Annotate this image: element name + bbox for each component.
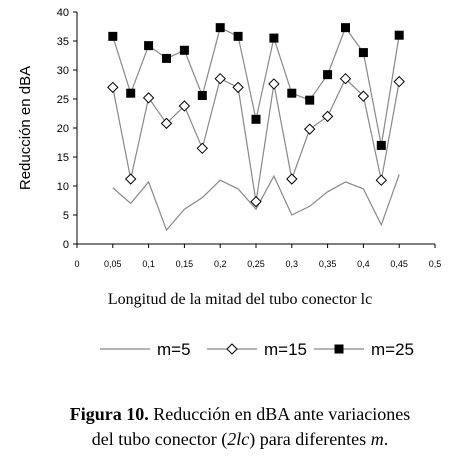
point <box>287 88 297 98</box>
point <box>142 92 155 104</box>
point <box>323 70 333 80</box>
x-tick-label: 0,1 <box>142 259 155 269</box>
x-tick-label: 0 <box>74 259 79 269</box>
y-tick-label: 25 <box>57 94 69 106</box>
x-tick-label: 0,2 <box>214 259 227 269</box>
y-axis-label: Reducción en dBA <box>17 66 34 190</box>
y-tick-label: 30 <box>57 65 69 77</box>
point <box>107 81 119 94</box>
caption-text: m <box>371 429 384 449</box>
point <box>376 140 386 150</box>
caption-text: del tubo conector ( <box>92 429 227 450</box>
point <box>394 30 404 40</box>
point <box>160 117 173 130</box>
legend-marker <box>334 344 344 354</box>
point <box>321 110 334 123</box>
caption-label: Figura 10. <box>70 404 149 424</box>
point <box>179 45 189 55</box>
legend-label: m=5 <box>157 340 191 359</box>
point <box>375 174 388 186</box>
point <box>196 142 209 155</box>
point <box>233 31 243 41</box>
y-tick-label: 20 <box>57 123 69 135</box>
y-tick-label: 40 <box>57 7 69 19</box>
x-tick-label: 0,15 <box>176 259 194 269</box>
x-tick-label: 0,5 <box>429 259 442 269</box>
caption: Figura 10. Reducción en dBA ante variaci… <box>70 404 410 424</box>
legend-label: m=25 <box>371 340 414 359</box>
series-line <box>112 174 400 232</box>
point <box>269 33 279 43</box>
x-axis-label: Longitud de la mitad del tubo conector l… <box>108 291 372 308</box>
series-line <box>112 26 400 146</box>
series-line <box>112 77 400 202</box>
point <box>124 173 137 185</box>
y-tick-label: 0 <box>63 239 69 251</box>
point <box>393 75 405 88</box>
point <box>197 91 207 101</box>
point <box>108 31 118 41</box>
legend-label: m=15 <box>264 340 307 359</box>
point <box>303 123 316 135</box>
point <box>215 23 225 33</box>
x-tick-label: 0,25 <box>247 259 265 269</box>
x-tick-label: 0,45 <box>390 259 408 269</box>
caption-text: ) para diferentes <box>249 429 370 450</box>
point <box>162 53 171 63</box>
point <box>250 195 262 208</box>
point <box>341 23 350 33</box>
point <box>305 95 315 105</box>
point <box>214 72 226 85</box>
point <box>268 78 280 90</box>
y-tick-label: 35 <box>57 36 69 48</box>
point <box>251 114 261 124</box>
x-tick-label: 0,35 <box>319 259 337 269</box>
caption: del tubo conector (2lc) para diferentes … <box>92 429 388 450</box>
caption-text: 2lc <box>227 429 249 449</box>
x-tick-label: 0,4 <box>357 259 370 269</box>
point <box>144 41 154 51</box>
caption-text: . <box>384 429 389 449</box>
point <box>126 88 136 98</box>
point <box>357 90 370 102</box>
point <box>178 100 191 112</box>
point <box>358 48 368 58</box>
point <box>286 173 298 185</box>
x-tick-label: 0,3 <box>286 259 299 269</box>
legend-marker <box>226 343 238 355</box>
point <box>232 81 244 94</box>
x-tick-label: 0,05 <box>104 259 122 269</box>
caption-text: Reducción en dBA ante variaciones <box>149 404 410 424</box>
y-tick-label: 10 <box>57 181 69 193</box>
y-tick-label: 15 <box>57 152 69 164</box>
y-tick-label: 5 <box>63 210 69 222</box>
point <box>339 72 352 85</box>
